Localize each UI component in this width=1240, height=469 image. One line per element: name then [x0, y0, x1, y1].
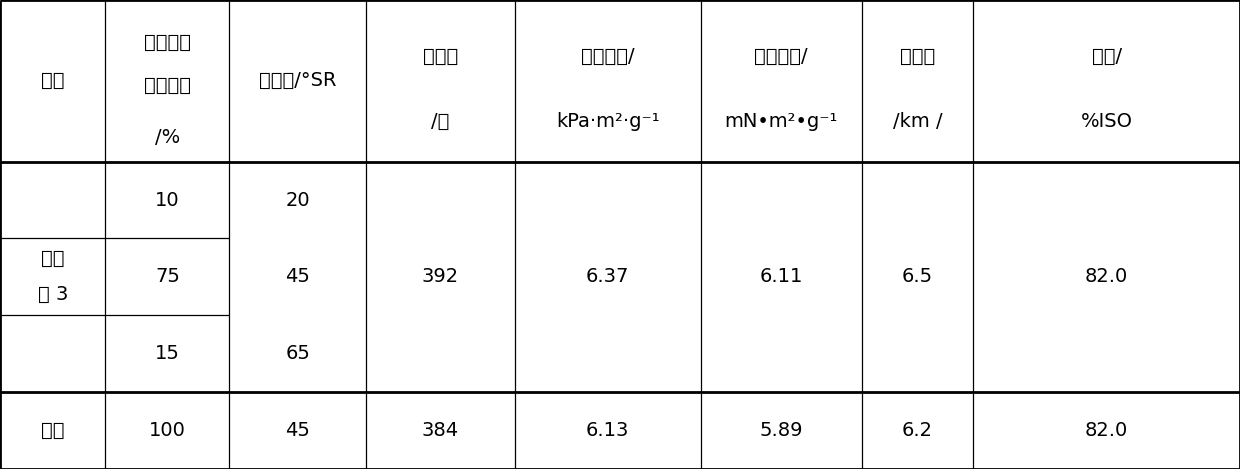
Text: 75: 75: [155, 267, 180, 286]
Text: %ISO: %ISO: [1081, 112, 1132, 131]
Text: 白度/: 白度/: [1091, 47, 1122, 66]
Text: 20: 20: [285, 190, 310, 210]
Text: 15: 15: [155, 344, 180, 363]
Text: 6.5: 6.5: [901, 267, 934, 286]
Text: 实例: 实例: [41, 71, 64, 91]
Text: 384: 384: [422, 421, 459, 440]
Text: 例 3: 例 3: [37, 285, 68, 304]
Text: 6.11: 6.11: [760, 267, 802, 286]
Text: 耐折度: 耐折度: [423, 47, 458, 66]
Text: 10: 10: [155, 190, 180, 210]
Text: 实施: 实施: [41, 250, 64, 268]
Text: 5.89: 5.89: [759, 421, 804, 440]
Text: kPa·m²·g⁻¹: kPa·m²·g⁻¹: [556, 112, 660, 131]
Text: 混合比例: 混合比例: [144, 76, 191, 95]
Text: /%: /%: [155, 128, 180, 147]
Text: 裂断长: 裂断长: [900, 47, 935, 66]
Text: 65: 65: [285, 344, 310, 363]
Text: 打浆度/°SR: 打浆度/°SR: [259, 71, 336, 91]
Text: 纤维原料: 纤维原料: [144, 32, 191, 52]
Text: 撕裂指数/: 撕裂指数/: [754, 47, 808, 66]
Text: mN•m²•g⁻¹: mN•m²•g⁻¹: [724, 112, 838, 131]
Text: 100: 100: [149, 421, 186, 440]
Text: 45: 45: [285, 421, 310, 440]
Text: 6.2: 6.2: [903, 421, 934, 440]
Text: 常规: 常规: [41, 421, 64, 440]
Text: 耐破指数/: 耐破指数/: [580, 47, 635, 66]
Text: 6.13: 6.13: [587, 421, 629, 440]
Text: /km /: /km /: [893, 112, 942, 131]
Text: 45: 45: [285, 267, 310, 286]
Text: 392: 392: [422, 267, 459, 286]
Text: 6.37: 6.37: [587, 267, 629, 286]
Text: /次: /次: [432, 112, 449, 131]
Text: 82.0: 82.0: [1085, 421, 1128, 440]
Text: 82.0: 82.0: [1085, 267, 1128, 286]
